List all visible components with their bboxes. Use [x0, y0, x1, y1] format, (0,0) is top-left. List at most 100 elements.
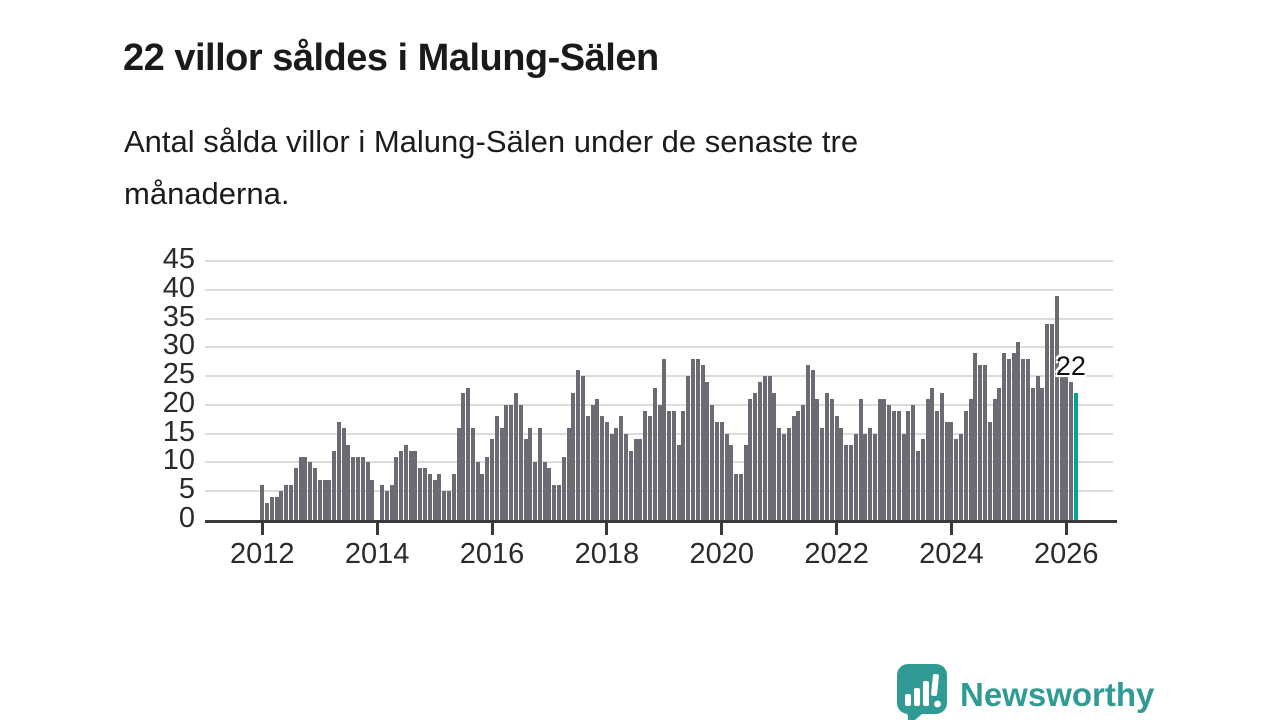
- bar: [389, 485, 394, 520]
- bar: [542, 462, 547, 520]
- bar: [628, 450, 633, 520]
- bar: [1002, 353, 1007, 520]
- bar: [504, 404, 509, 520]
- bar: [485, 456, 490, 520]
- bar: [509, 404, 514, 520]
- bar: [791, 416, 796, 520]
- bar: [365, 462, 370, 520]
- bar: [676, 445, 681, 520]
- bar: [580, 376, 585, 520]
- bar: [734, 473, 739, 520]
- bar: [667, 410, 672, 520]
- bar: [590, 404, 595, 520]
- bar: [480, 473, 485, 520]
- bar: [413, 450, 418, 520]
- bar: [906, 410, 911, 520]
- bar: [260, 485, 265, 520]
- bar: [710, 404, 715, 520]
- x-axis-tick: [949, 523, 953, 535]
- bar: [528, 427, 533, 520]
- x-axis-tick: [260, 523, 264, 535]
- bar: [537, 427, 542, 520]
- y-axis-label: 35: [162, 300, 195, 333]
- y-axis-label: 25: [162, 358, 195, 391]
- bar: [1045, 324, 1050, 520]
- bar: [638, 439, 643, 520]
- x-axis-tick: [605, 523, 609, 535]
- bar: [327, 479, 332, 520]
- bar: [781, 433, 786, 520]
- bar: [399, 450, 404, 520]
- bar: [360, 456, 365, 520]
- bar: [604, 422, 609, 520]
- bar: [561, 456, 566, 520]
- bar: [523, 439, 528, 520]
- bar: [920, 439, 925, 520]
- bar: [772, 393, 777, 520]
- bar: [705, 381, 710, 520]
- bar: [820, 427, 825, 520]
- bar: [643, 410, 648, 520]
- bar: [308, 462, 313, 520]
- x-axis-tick: [720, 523, 724, 535]
- bar: [566, 427, 571, 520]
- bar: [269, 496, 274, 520]
- bar: [332, 450, 337, 520]
- y-axis-label: 0: [178, 502, 195, 534]
- y-axis-label: 20: [162, 386, 195, 419]
- y-gridline: [205, 375, 1113, 378]
- bar: [289, 485, 293, 520]
- bar: [978, 364, 983, 520]
- y-axis-label: 45: [162, 242, 195, 275]
- y-axis-label: 30: [162, 329, 195, 362]
- bar: [944, 422, 949, 520]
- bar: [872, 433, 877, 520]
- bar: [279, 491, 284, 520]
- bar: [719, 422, 724, 520]
- bar: [758, 381, 762, 520]
- bar: [633, 439, 638, 520]
- bar: [877, 399, 882, 520]
- highlighted-bar: [1073, 393, 1078, 520]
- bar: [547, 468, 552, 520]
- y-gridline: [205, 346, 1113, 349]
- newsworthy-logo[interactable]: Newsworthy: [896, 663, 1154, 720]
- bar: [298, 456, 303, 520]
- bar: [829, 399, 834, 520]
- bar: [437, 473, 442, 520]
- bar: [624, 433, 628, 520]
- bar: [939, 393, 944, 520]
- bar: [997, 387, 1002, 520]
- newsworthy-logo-text: Newsworthy: [960, 676, 1155, 713]
- bar: [403, 445, 408, 520]
- bar: [533, 462, 538, 520]
- bar: [427, 473, 432, 520]
- last-value-annotation: 22: [1055, 351, 1086, 382]
- bar: [1049, 324, 1054, 520]
- bar: [600, 416, 605, 520]
- bar: [901, 433, 906, 520]
- bar: [801, 404, 806, 520]
- bar: [892, 410, 896, 520]
- bar: [815, 399, 820, 520]
- bar: [499, 427, 504, 520]
- bar: [303, 456, 308, 520]
- bar: [954, 439, 959, 520]
- bar: [729, 445, 734, 520]
- bar: [777, 427, 782, 520]
- x-axis-label: 2012: [230, 538, 295, 570]
- bar: [973, 353, 978, 520]
- bar: [446, 491, 451, 520]
- bar: [743, 445, 748, 520]
- bar: [614, 427, 619, 520]
- bar: [858, 399, 863, 520]
- x-axis-label: 2024: [919, 538, 984, 570]
- bar: [585, 416, 590, 520]
- bar: [1021, 358, 1026, 520]
- bar: [810, 370, 815, 520]
- bar: [968, 399, 973, 520]
- bar: [753, 393, 758, 520]
- bar: [724, 433, 729, 520]
